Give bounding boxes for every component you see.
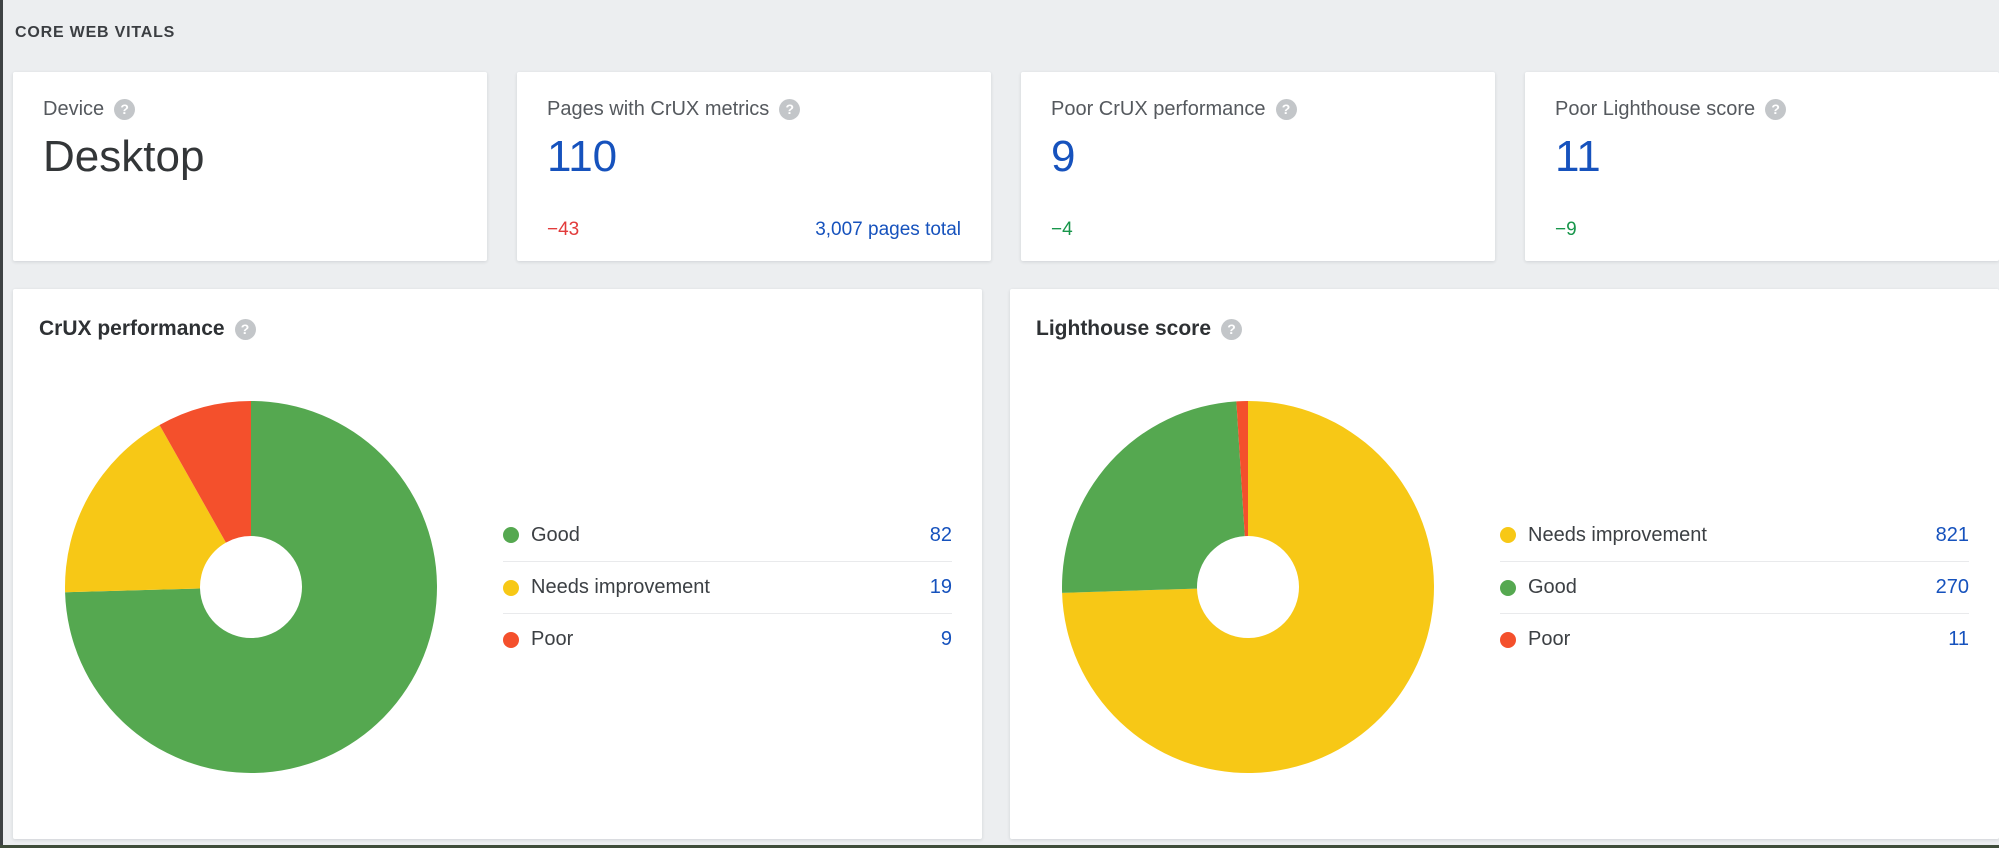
device-value: Desktop [43, 132, 205, 181]
crux-performance-card: CrUX performance ? Good 82 Needs improve… [13, 289, 982, 839]
chart-cards-row: CrUX performance ? Good 82 Needs improve… [13, 289, 1999, 839]
help-icon[interactable]: ? [1221, 318, 1243, 340]
legend-label: Poor [531, 628, 574, 650]
legend-value[interactable]: 11 [1948, 628, 1969, 650]
stat-label: Device [43, 98, 105, 120]
help-icon[interactable]: ? [234, 318, 256, 340]
stat-card-pages-with-crux: Pages with CrUX metrics ? 110 −43 3,007 … [517, 72, 991, 261]
needs-improvement-dot-icon [503, 579, 519, 596]
stat-label-row: Device ? [43, 98, 457, 121]
chart-title: CrUX performance [39, 317, 225, 340]
legend-row-poor[interactable]: Poor 11 [1500, 613, 1969, 665]
pages-total-link[interactable]: 3,007 pages total [815, 219, 961, 240]
stat-footer: −4 [1051, 219, 1465, 241]
stat-card-device: Device ? Desktop [13, 72, 487, 261]
stat-footer: −43 3,007 pages total [547, 219, 961, 241]
help-icon[interactable]: ? [114, 99, 136, 120]
stat-label: Poor CrUX performance [1051, 98, 1266, 120]
legend-row-poor[interactable]: Poor 9 [503, 613, 952, 665]
stat-label-row: Poor CrUX performance ? [1051, 98, 1465, 121]
chart-title-row: CrUX performance ? [39, 317, 956, 341]
legend-label: Needs improvement [1528, 523, 1707, 546]
donut-slice-needs-improvement[interactable] [65, 425, 226, 593]
lighthouse-score-card: Lighthouse score ? Needs improvement 821… [1010, 289, 1999, 839]
poor-dot-icon [1500, 631, 1516, 648]
legend-label: Good [1528, 576, 1577, 598]
stat-label-row: Poor Lighthouse score ? [1555, 98, 1969, 121]
help-icon[interactable]: ? [779, 99, 801, 120]
legend-row-needs-improvement[interactable]: Needs improvement 19 [503, 561, 952, 613]
pages-with-crux-value[interactable]: 110 [547, 132, 618, 181]
chart-legend: Good 82 Needs improvement 19 Poor 9 [503, 509, 952, 665]
chart-body: Good 82 Needs improvement 19 Poor 9 [39, 397, 956, 777]
poor-lighthouse-value[interactable]: 11 [1555, 132, 1601, 181]
legend-row-needs-improvement[interactable]: Needs improvement 821 [1500, 509, 1969, 561]
stat-label: Poor Lighthouse score [1555, 98, 1756, 120]
legend-value[interactable]: 19 [929, 576, 952, 598]
legend-value[interactable]: 270 [1935, 576, 1969, 598]
legend-row-good[interactable]: Good 82 [503, 509, 952, 561]
lighthouse-donut-chart[interactable] [1058, 397, 1438, 777]
donut-slice-poor[interactable] [159, 401, 251, 543]
stat-label-row: Pages with CrUX metrics ? [547, 98, 961, 121]
poor-dot-icon [503, 631, 519, 648]
delta-value: −9 [1555, 219, 1577, 240]
donut-slice-good[interactable] [1062, 401, 1245, 593]
legend-label: Poor [1528, 628, 1571, 650]
poor-crux-value[interactable]: 9 [1051, 132, 1076, 181]
window-left-edge [0, 0, 3, 848]
legend-value[interactable]: 82 [929, 523, 952, 546]
chart-body: Needs improvement 821 Good 270 Poor 11 [1036, 397, 1973, 777]
help-icon[interactable]: ? [1765, 99, 1787, 120]
donut-slice-poor[interactable] [1236, 401, 1248, 537]
stat-cards-row: Device ? Desktop Pages with CrUX metrics… [13, 72, 1999, 261]
legend-value[interactable]: 821 [1935, 523, 1969, 546]
good-dot-icon [503, 527, 519, 543]
legend-label: Needs improvement [531, 576, 710, 598]
legend-label: Good [531, 523, 580, 546]
stat-card-poor-lighthouse: Poor Lighthouse score ? 11 −9 [1525, 72, 1999, 261]
stat-label: Pages with CrUX metrics [547, 98, 770, 120]
needs-improvement-dot-icon [1500, 527, 1516, 543]
donut-slice-good[interactable] [65, 401, 438, 773]
chart-title-row: Lighthouse score ? [1036, 317, 1973, 341]
donut-slice-needs-improvement[interactable] [1062, 401, 1434, 774]
section-title: CORE WEB VITALS [15, 24, 176, 41]
delta-value: −4 [1051, 219, 1073, 240]
crux-donut-chart[interactable] [61, 397, 441, 777]
stat-footer: −9 [1555, 219, 1969, 241]
legend-row-good[interactable]: Good 270 [1500, 561, 1969, 613]
good-dot-icon [1500, 579, 1516, 596]
chart-title: Lighthouse score [1036, 317, 1212, 340]
stat-card-poor-crux: Poor CrUX performance ? 9 −4 [1021, 72, 1495, 261]
chart-legend: Needs improvement 821 Good 270 Poor 11 [1500, 509, 1969, 665]
legend-value[interactable]: 9 [940, 628, 952, 650]
next-section-top-edge [0, 845, 1999, 848]
help-icon[interactable]: ? [1275, 99, 1297, 120]
delta-value: −43 [547, 219, 580, 240]
